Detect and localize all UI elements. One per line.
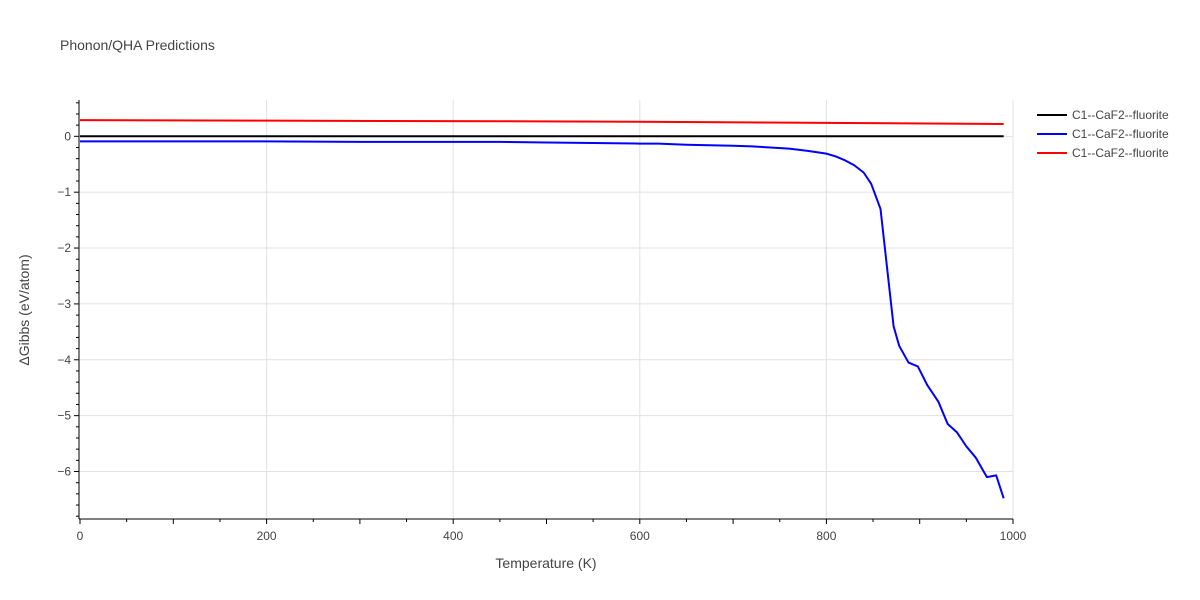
legend-label: C1--CaF2--fluorite (1072, 127, 1169, 141)
y-tick-label: −5 (57, 409, 71, 423)
y-tick-label: 0 (64, 129, 71, 143)
x-tick-label: 800 (816, 529, 836, 543)
chart-title: Phonon/QHA Predictions (60, 37, 215, 53)
y-tick-label: −4 (57, 353, 71, 367)
legend-item-1[interactable]: C1--CaF2--fluorite (1037, 108, 1169, 122)
grid-lines (80, 100, 1014, 519)
y-tick-label: −2 (57, 241, 71, 255)
series-line-3 (79, 119, 1004, 126)
y-tick-label: −6 (57, 465, 71, 479)
y-tick-label: −3 (57, 297, 71, 311)
series-lines (79, 119, 1005, 499)
legend-item-2[interactable]: C1--CaF2--fluorite (1037, 127, 1169, 141)
legend-label: C1--CaF2--fluorite (1072, 108, 1169, 122)
axes: 0 200 400 600 800 1000 0 −1 −2 −3 −4 −5 −6 (57, 100, 1027, 543)
x-tick-label: 1000 (1000, 529, 1027, 543)
y-axis-title: ΔGibbs (eV/atom) (16, 254, 32, 365)
legend-item-3[interactable]: C1--CaF2--fluorite (1037, 146, 1169, 160)
y-tick-label: −1 (57, 185, 71, 199)
x-axis-title: Temperature (K) (495, 555, 596, 571)
x-tick-label: 200 (257, 529, 277, 543)
legend[interactable]: C1--CaF2--fluorite C1--CaF2--fluorite C1--… (1037, 108, 1169, 160)
series-line-2 (80, 140, 1005, 499)
x-tick-label: 600 (630, 529, 650, 543)
x-tick-label: 400 (443, 529, 463, 543)
legend-label: C1--CaF2--fluorite (1072, 146, 1169, 160)
x-tick-label: 0 (77, 529, 84, 543)
